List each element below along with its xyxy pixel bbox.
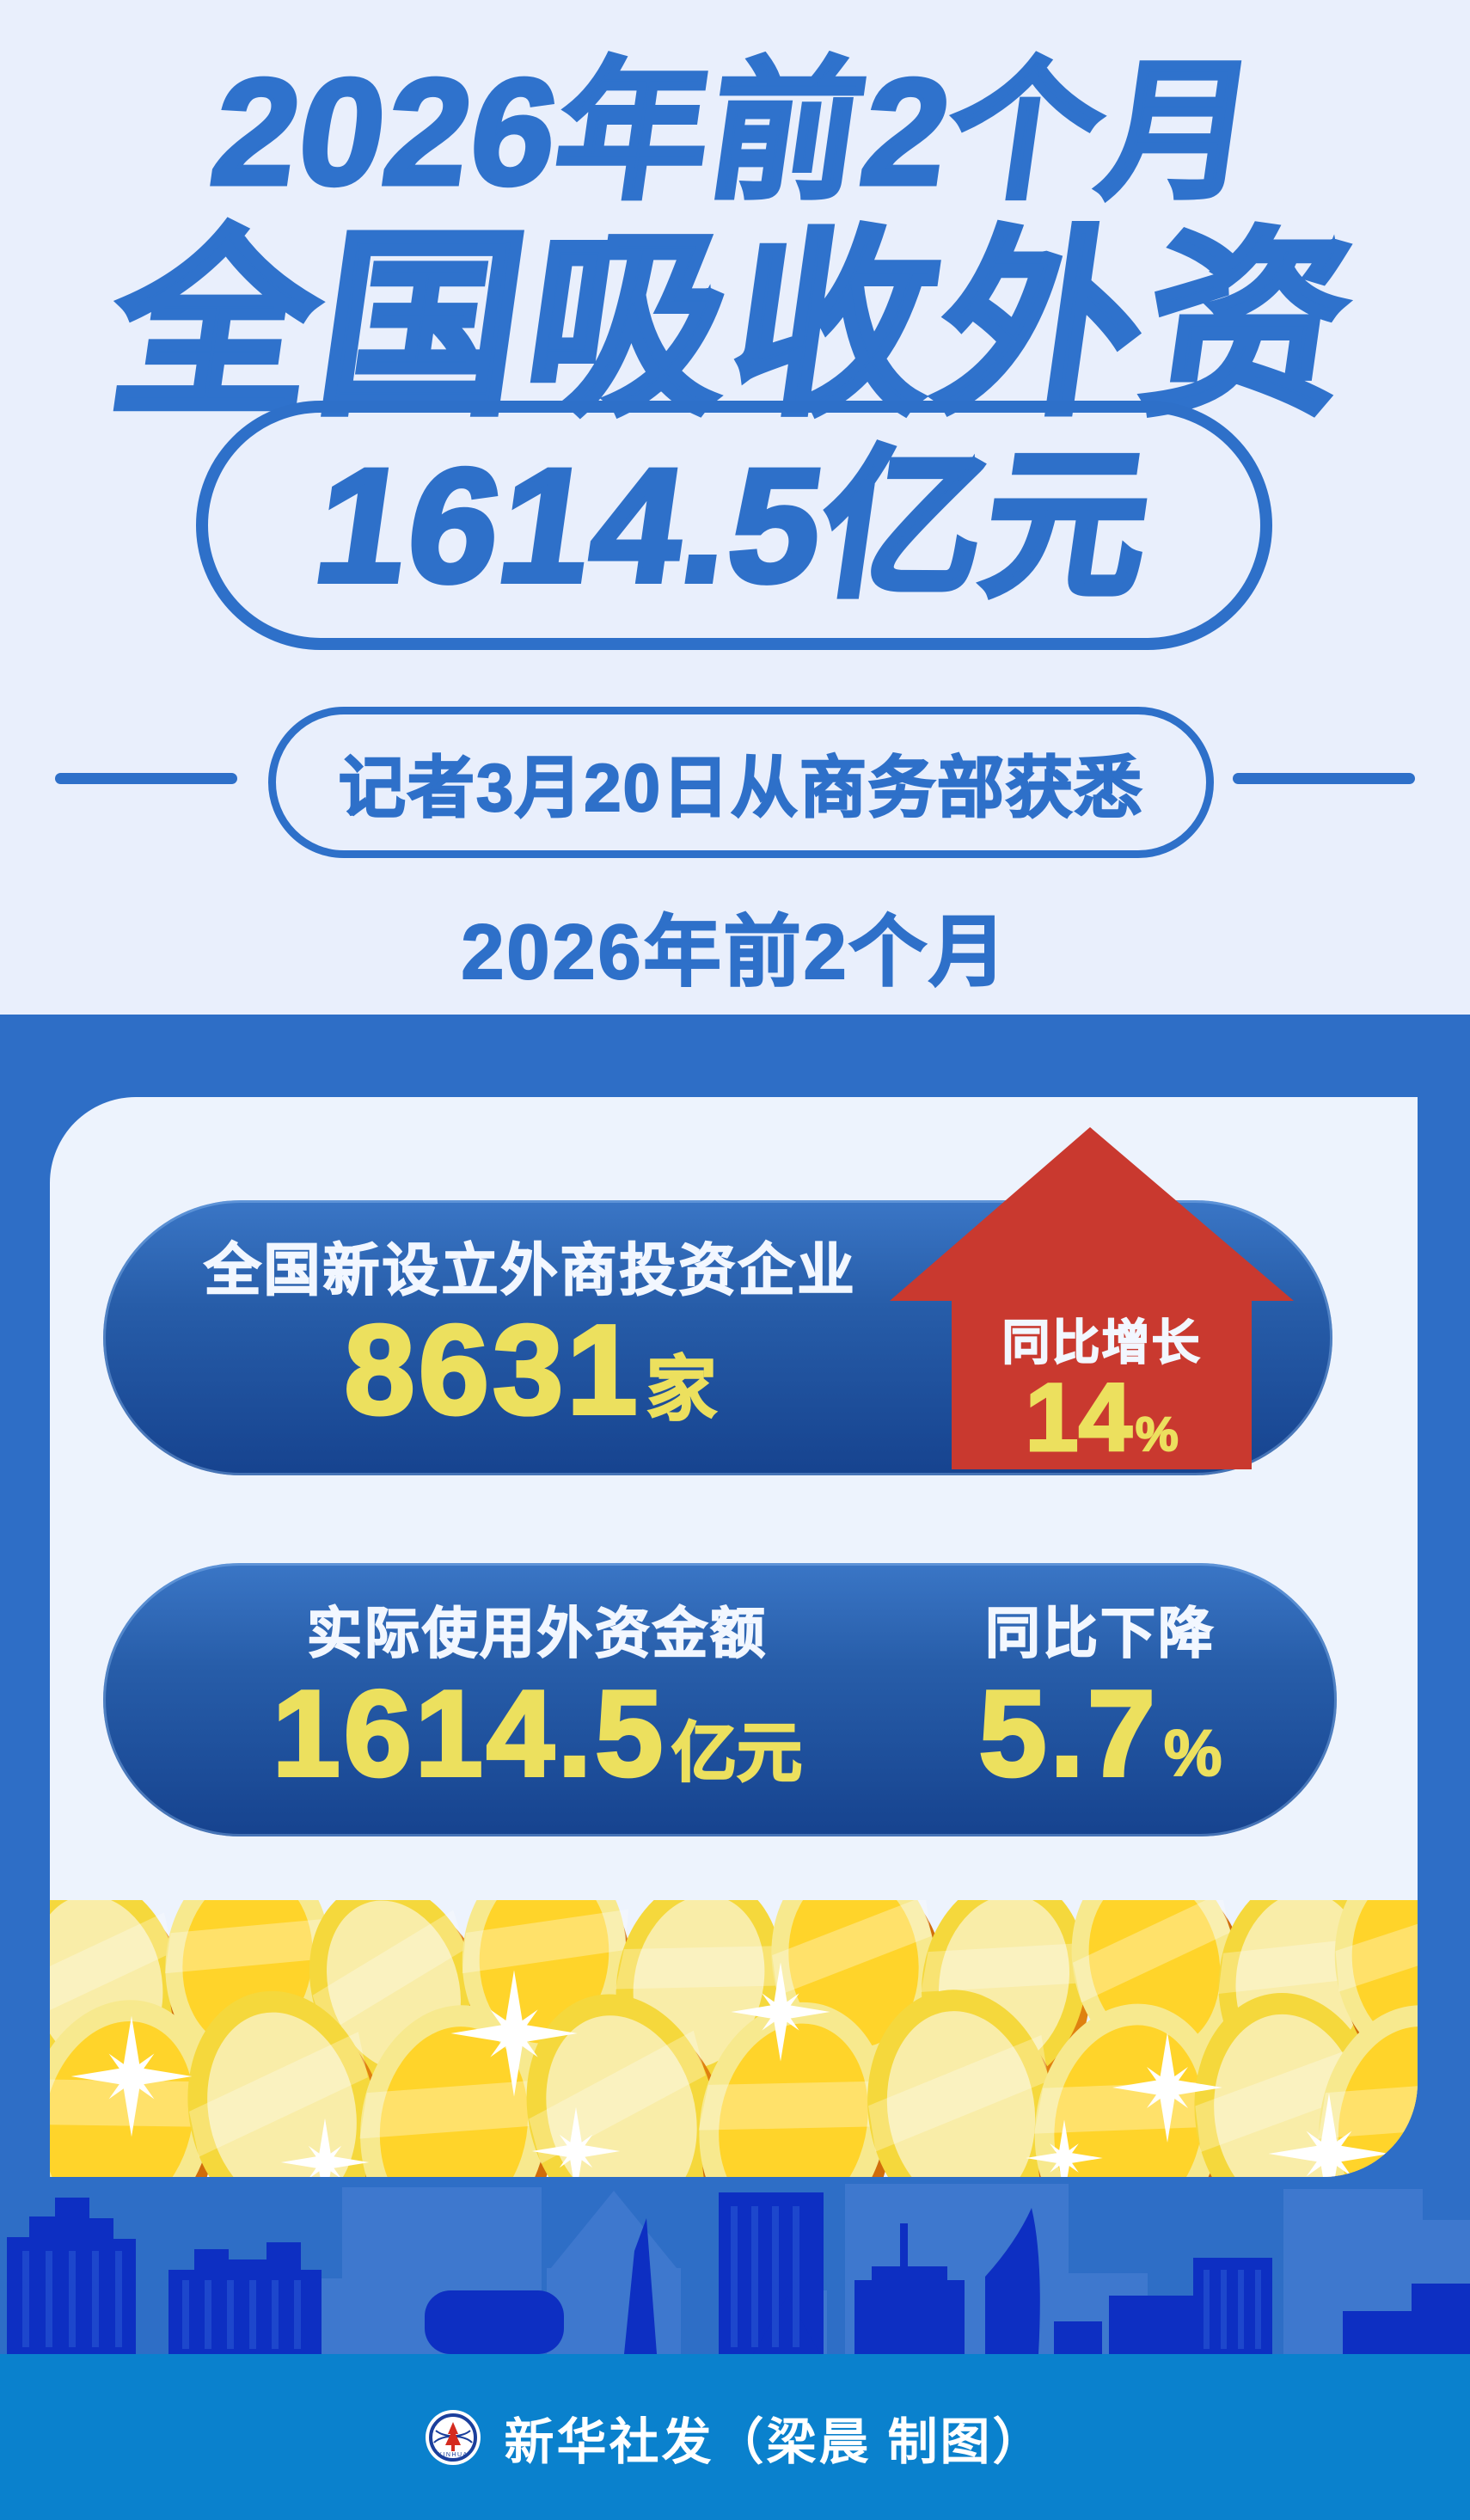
change-label: 同比增长 [1001, 1315, 1202, 1370]
source-note: 记者3月20日从商务部获悉 [338, 749, 1144, 826]
growth-arrow: 同比增长 14 % [890, 1127, 1294, 1469]
change-value-row: 5.7 % [911, 1665, 1289, 1802]
change-value: 5.7 [977, 1665, 1159, 1802]
stat-value: 8631 [342, 1299, 641, 1441]
main-title-line1: 2026年前2个月 [200, 46, 1270, 219]
xinhua-logo-icon: XINHUA [426, 2409, 481, 2465]
coins-illustration [50, 1900, 1418, 2177]
headline-value-pill: 1614.5亿元 [196, 401, 1272, 650]
up-arrow-icon [890, 1127, 1294, 1469]
change-value: 14 [1024, 1364, 1134, 1471]
stat-content: 实际使用外资金额 1614.5 亿元 [155, 1602, 920, 1802]
stat-label: 全国新设立外商投资企业 [204, 1237, 857, 1303]
stat-unit: 家 [646, 1350, 718, 1430]
logo-text: XINHUA [438, 2452, 469, 2458]
change-unit: % [1163, 1716, 1223, 1791]
stat-unit: 亿元 [671, 1716, 803, 1791]
stat-label: 实际使用外资金额 [306, 1602, 768, 1665]
change-content: 同比下降 5.7 % [911, 1602, 1289, 1802]
change-label: 同比下降 [984, 1602, 1216, 1665]
period-label: 2026年前2个月 [460, 909, 1009, 996]
stat-actual-fdi: 实际使用外资金额 1614.5 亿元 同比下降 5.7 % [103, 1563, 1337, 1836]
stat-value-row: 8631 家 [138, 1299, 923, 1441]
divider-dash-right [1233, 773, 1415, 784]
stat-value-row: 1614.5 亿元 [155, 1665, 920, 1802]
change-value-row: 14 % [952, 1364, 1252, 1471]
footer-credit: 新华社发（梁晨 制图） [504, 2413, 1045, 2470]
footer-bar: XINHUA 新华社发（梁晨 制图） [0, 2354, 1470, 2520]
divider-dash-left [55, 773, 237, 784]
source-note-box: 记者3月20日从商务部获悉 [268, 707, 1214, 858]
coin-icons [50, 1900, 1418, 2177]
stats-card: 全国新设立外商投资企业 8631 家 同比增长 14 % 实际使用外资金额 16 [50, 1097, 1418, 2177]
change-unit: % [1135, 1406, 1179, 1462]
headline-value: 1614.5亿元 [303, 432, 1166, 618]
stat-content: 全国新设立外商投资企业 8631 家 [138, 1237, 923, 1441]
stat-value: 1614.5 [271, 1665, 667, 1802]
skyline-graphic [7, 2184, 1470, 2354]
